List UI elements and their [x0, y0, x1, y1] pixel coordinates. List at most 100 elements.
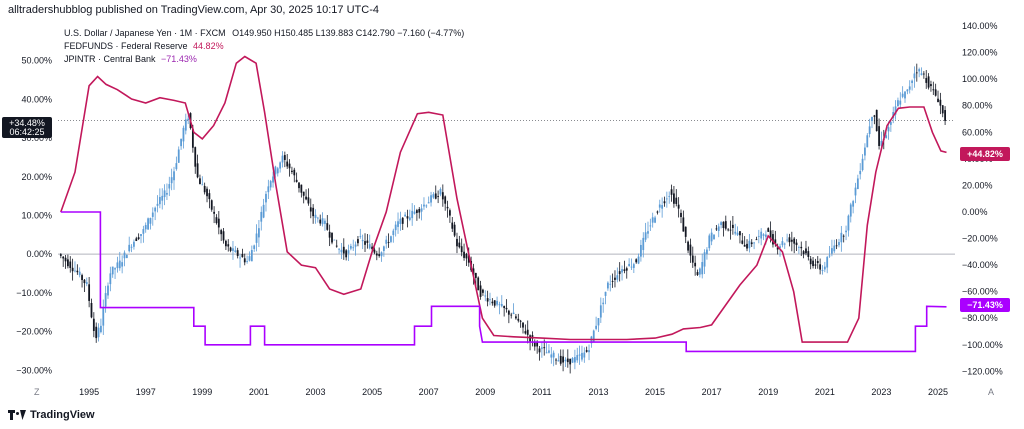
candle-body [519, 320, 522, 322]
candle-body [656, 211, 659, 213]
candle-body [175, 163, 178, 170]
left-tick-label: 50.00% [21, 56, 52, 66]
candle-body [316, 217, 319, 219]
candle-body [213, 211, 216, 214]
candle-body [930, 84, 932, 87]
candle-body [729, 229, 732, 231]
candle-body [920, 73, 923, 76]
candle-body [269, 181, 272, 188]
candle-body [880, 140, 883, 146]
jp-badge-text: −71.43% [967, 300, 1003, 310]
candle-body [819, 264, 822, 270]
candle-body [821, 270, 824, 272]
candle-body [614, 277, 616, 280]
candle-body [524, 331, 527, 334]
candle-body [394, 224, 397, 231]
candle-body [606, 282, 609, 289]
candle-body [812, 260, 814, 267]
candle-body [790, 239, 793, 242]
candle-body [522, 322, 524, 328]
candle-body [823, 266, 826, 270]
left-tick-label: 0.00% [26, 249, 52, 259]
candle-body [187, 118, 190, 121]
candle-body [467, 255, 470, 263]
candle-body [173, 171, 175, 181]
candle-body [743, 244, 746, 247]
candle-body [533, 341, 536, 347]
candle-body [177, 149, 180, 163]
candle-body [437, 196, 440, 197]
candle-body [140, 234, 142, 236]
candle-body [809, 258, 812, 265]
candle-body [941, 105, 944, 114]
x-tick-label: 2009 [475, 387, 495, 397]
candle-body [583, 352, 586, 358]
candle-body [180, 138, 182, 147]
legend-jp-label: JPINTR · Central Bank [64, 54, 156, 64]
candle-body [368, 244, 371, 249]
candle-body [248, 256, 251, 261]
candle-body [939, 99, 942, 106]
right-tick-label: 20.00% [962, 180, 993, 190]
legend-main-label: U.S. Dollar / Japanese Yen · 1M · FXCM [64, 28, 226, 38]
corner-left-label[interactable]: Z [34, 387, 40, 397]
candle-body [246, 261, 249, 262]
candle-body [184, 119, 187, 131]
candle-body [772, 234, 774, 245]
x-tick-label: 1999 [192, 387, 212, 397]
corner-right-label[interactable]: A [988, 387, 994, 397]
candle-body [85, 282, 88, 284]
candle-body [767, 228, 770, 232]
left-tick-label: −10.00% [16, 288, 52, 298]
candle-body [578, 354, 581, 356]
candle-body [854, 187, 857, 196]
candle-body [908, 86, 911, 90]
candle-body [548, 350, 550, 353]
candle-body [748, 240, 751, 249]
candle-body [69, 261, 72, 268]
candle-body [630, 266, 633, 268]
candle-body [168, 184, 171, 189]
candle-body [696, 272, 699, 275]
candle-body [340, 249, 343, 253]
candle-body [625, 268, 628, 271]
tradingview-footer[interactable]: TradingView [8, 409, 95, 421]
candle-body [899, 100, 902, 105]
candle-body [621, 269, 623, 273]
candle-body [805, 248, 807, 254]
candle-body [390, 236, 392, 242]
candle-body [319, 219, 322, 224]
candle-body [479, 285, 482, 297]
candle-body [503, 306, 506, 308]
candle-body [793, 238, 796, 244]
right-tick-label: −120.00% [962, 366, 1003, 376]
candle-body [208, 193, 211, 200]
candle-body [312, 207, 315, 217]
candle-body [595, 325, 598, 329]
candle-body [154, 207, 157, 212]
candle-body [81, 275, 83, 280]
left-tick-label: 10.00% [21, 210, 52, 220]
left-tick-label: −30.00% [16, 365, 52, 375]
candle-body [227, 244, 230, 247]
candle-body [314, 214, 317, 219]
candle-body [670, 189, 673, 195]
candle-body [555, 359, 557, 361]
candle-body [194, 147, 197, 167]
right-tick-label: −40.00% [962, 260, 998, 270]
candle-body [401, 217, 404, 224]
candle-body [904, 91, 906, 99]
candle-body [642, 237, 645, 251]
candle-body [731, 224, 734, 229]
candle-body [559, 355, 562, 364]
candle-body [425, 205, 428, 207]
candle-body [691, 255, 694, 263]
x-tick-label: 2005 [362, 387, 382, 397]
candle-body [255, 233, 258, 243]
candle-body [788, 237, 791, 243]
candle-body [753, 242, 755, 244]
candle-body [279, 162, 282, 169]
candle-body [665, 198, 668, 200]
legend-fed-label: FEDFUNDS · Federal Reserve [64, 41, 188, 51]
